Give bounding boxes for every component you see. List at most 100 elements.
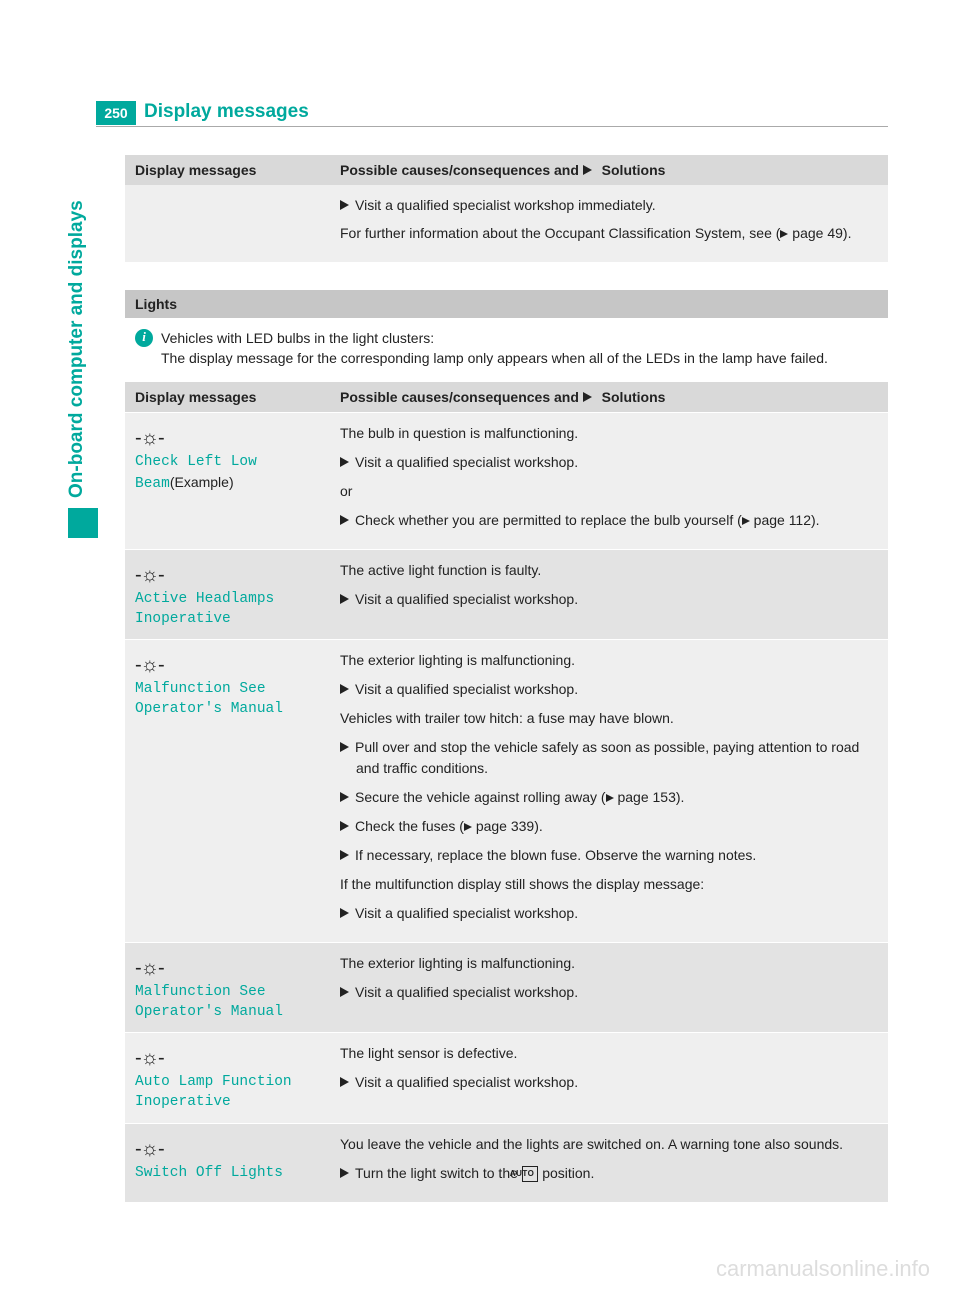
body-text: The active light function is faulty. (340, 560, 878, 581)
body-text: The bulb in question is malfunctioning. (340, 423, 878, 444)
body-bullet: Visit a qualified specialist workshop. (340, 1072, 878, 1093)
side-tab-marker (68, 508, 98, 538)
bulb-icon: -☼- (135, 560, 164, 590)
table-row: -☼-Malfunction SeeOperator's ManualThe e… (125, 942, 888, 1032)
bulb-icon: -☼- (135, 1134, 164, 1164)
bulb-icon: -☼- (135, 1043, 164, 1073)
lights-table: -☼-Check Left LowBeam(Example)The bulb i… (125, 412, 888, 1201)
table-header: Display messages Possible causes/consequ… (125, 155, 888, 185)
bullet-icon (340, 594, 349, 604)
body-bullet: Visit a qualified specialist workshop. (340, 679, 878, 700)
msg-text: Malfunction See (135, 983, 340, 1003)
bullet-icon (340, 908, 349, 918)
solutions-icon (583, 392, 592, 402)
body-cell: You leave the vehicle and the lights are… (340, 1134, 878, 1192)
msg-text: Auto Lamp Function (135, 1073, 340, 1093)
msg-cell: -☼-Switch Off Lights (135, 1134, 340, 1192)
msg-text: Switch Off Lights (135, 1164, 340, 1184)
bullet-icon (340, 1168, 349, 1178)
bullet-icon (340, 792, 349, 802)
body-text: The exterior lighting is malfunctioning. (340, 650, 878, 671)
bulb-icon: -☼- (135, 423, 164, 453)
info-line: The display message for the correspondin… (161, 348, 828, 368)
msg-cell: -☼-Malfunction SeeOperator's Manual (135, 953, 340, 1022)
body-bullet: Turn the light switch to the AUTO positi… (340, 1163, 878, 1184)
table-row: -☼-Malfunction SeeOperator's ManualThe e… (125, 639, 888, 942)
body-bullet: Visit a qualified specialist workshop. (340, 903, 878, 924)
header-col2: Possible causes/consequences and Solutio… (340, 389, 878, 405)
body-cell: The bulb in question is malfunctioning. V… (340, 423, 878, 539)
bullet-icon (340, 850, 349, 860)
msg-cell: -☼-Active HeadlampsInoperative (135, 560, 340, 629)
msg-text: Beam(Example) (135, 473, 340, 495)
msg-text: Operator's Manual (135, 1003, 340, 1023)
body-cell: The exterior lighting is malfunctioning.… (340, 953, 878, 1022)
body-text: You leave the vehicle and the lights are… (340, 1134, 878, 1155)
bullet-icon (340, 987, 349, 997)
body-bullet: Check whether you are permitted to repla… (340, 510, 878, 531)
bulb-icon: -☼- (135, 953, 164, 983)
table-row: -☼-Switch Off LightsYou leave the vehicl… (125, 1123, 888, 1202)
msg-text: Active Headlamps (135, 590, 340, 610)
body-text: or (340, 481, 878, 502)
auto-icon: AUTO (522, 1166, 539, 1182)
msg-cell: -☼-Check Left LowBeam(Example) (135, 423, 340, 539)
body-text: Vehicles with trailer tow hitch: a fuse … (340, 708, 878, 729)
ref-icon (742, 517, 750, 525)
body-bullet: Check the fuses ( page 339). (340, 816, 878, 837)
msg-text: Operator's Manual (135, 700, 340, 720)
table-row: -☼-Active HeadlampsInoperativeThe active… (125, 549, 888, 639)
body-bullet: Visit a qualified specialist workshop. (340, 452, 878, 473)
body-cell: The active light function is faulty.Visi… (340, 560, 878, 629)
info-icon: i (135, 329, 153, 347)
bullet-icon (340, 457, 349, 467)
body-text: Visit a qualified specialist workshop im… (355, 197, 656, 213)
header-col2: Possible causes/consequences and Solutio… (340, 162, 878, 178)
body-text: page 49). (788, 225, 851, 241)
body-text: If the multifunction display still shows… (340, 874, 878, 895)
msg-text: Inoperative (135, 1093, 340, 1113)
bullet-icon (340, 200, 349, 210)
bulb-icon: -☼- (135, 650, 164, 680)
page-number: 250 (96, 101, 136, 125)
content-area: Display messages Possible causes/consequ… (125, 155, 888, 1202)
body-bullet: If necessary, replace the blown fuse. Ob… (340, 845, 878, 866)
table-row: -☼-Check Left LowBeam(Example)The bulb i… (125, 412, 888, 549)
body-cell: Visit a qualified specialist workshop im… (340, 195, 878, 252)
body-text: The light sensor is defective. (340, 1043, 878, 1064)
bullet-icon (340, 742, 349, 752)
bullet-icon (340, 515, 349, 525)
header-col2-a: Possible causes/consequences and (340, 389, 583, 405)
msg-text: Malfunction See (135, 680, 340, 700)
msg-cell (135, 195, 340, 252)
info-block: i Vehicles with LED bulbs in the light c… (125, 318, 888, 383)
info-line: Vehicles with LED bulbs in the light clu… (161, 328, 828, 348)
bullet-icon (340, 821, 349, 831)
header-col1: Display messages (135, 162, 340, 178)
msg-text: Inoperative (135, 610, 340, 630)
side-tab-label: On-board computer and displays (66, 200, 88, 498)
msg-cell: -☼-Malfunction SeeOperator's Manual (135, 650, 340, 932)
table-row: -☼-Auto Lamp FunctionInoperativeThe ligh… (125, 1032, 888, 1122)
info-text: Vehicles with LED bulbs in the light clu… (161, 328, 828, 369)
ref-icon (464, 823, 472, 831)
msg-cell: -☼-Auto Lamp FunctionInoperative (135, 1043, 340, 1112)
bullet-icon (340, 684, 349, 694)
header-col1: Display messages (135, 389, 340, 405)
body-text: For further information about the Occupa… (340, 225, 780, 241)
body-bullet: Pull over and stop the vehicle safely as… (340, 737, 878, 779)
table-row: Visit a qualified specialist workshop im… (125, 185, 888, 262)
body-bullet: Visit a qualified specialist workshop. (340, 982, 878, 1003)
section-heading-lights: Lights (125, 290, 888, 318)
watermark: carmanualsonline.info (716, 1256, 930, 1282)
header-col2-a: Possible causes/consequences and (340, 162, 583, 178)
table-header: Display messages Possible causes/consequ… (125, 382, 888, 412)
body-text: The exterior lighting is malfunctioning. (340, 953, 878, 974)
header-col2-b: Solutions (598, 389, 666, 405)
bullet-icon (340, 1077, 349, 1087)
body-cell: The exterior lighting is malfunctioning.… (340, 650, 878, 932)
ref-icon (606, 794, 614, 802)
page-title: Display messages (144, 101, 309, 123)
body-bullet: Secure the vehicle against rolling away … (340, 787, 878, 808)
header-col2-b: Solutions (598, 162, 666, 178)
